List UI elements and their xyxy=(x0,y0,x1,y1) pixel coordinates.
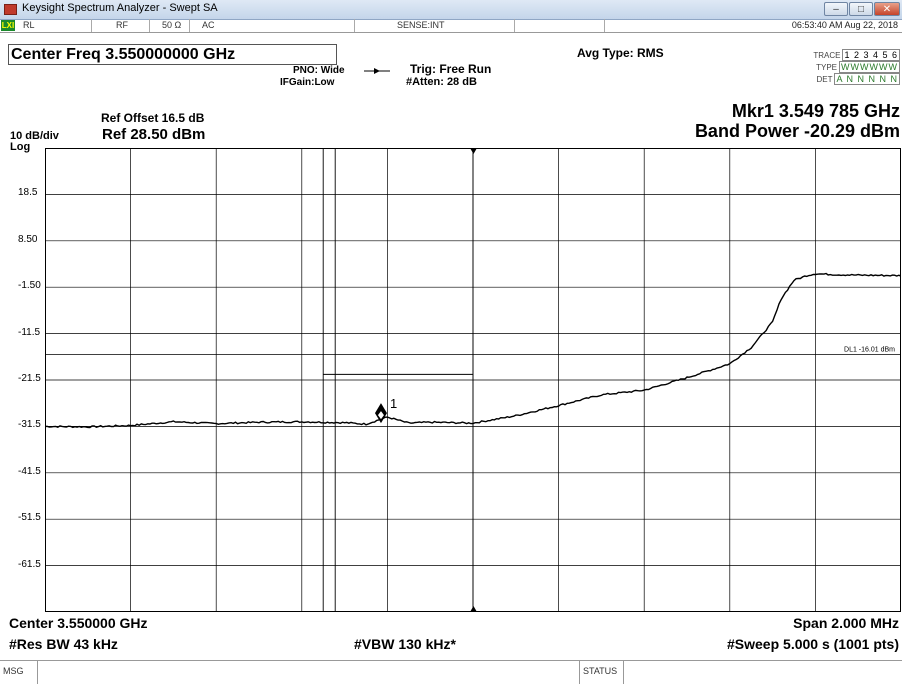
window-title: Keysight Spectrum Analyzer - Swept SA xyxy=(22,2,218,14)
ifgain-setting: IFGain:Low xyxy=(280,77,335,88)
close-button[interactable]: ✕ xyxy=(874,2,900,16)
maximize-button[interactable]: □ xyxy=(849,2,873,16)
center-top-marker xyxy=(470,148,477,154)
band-power-readout: Band Power -20.29 dBm xyxy=(694,121,900,141)
y-tick-label: 8.50 xyxy=(18,233,38,245)
minimize-button[interactable]: – xyxy=(824,2,848,16)
y-tick-label: -51.5 xyxy=(18,512,41,524)
trace-table[interactable]: TRACE 1 2 3 4 5 6 TYPE WWWWWW DET A N N N N… xyxy=(780,37,900,87)
ref-level: Ref 28.50 dBm xyxy=(102,126,206,143)
msg-label: MSG xyxy=(0,661,38,684)
scale-per-div: 10 dB/div xyxy=(10,130,59,142)
y-tick-label: -1.50 xyxy=(18,280,41,292)
marker-diamond-inner xyxy=(377,411,384,420)
sweep-footer: #Sweep 5.000 s (1001 pts) xyxy=(727,636,899,652)
avg-type: Avg Type: RMS xyxy=(577,46,664,60)
marker-1: 1 xyxy=(374,396,397,424)
status-cell-empty xyxy=(515,19,605,32)
res-bw-footer: #Res BW 43 kHz xyxy=(9,636,118,652)
msg-area xyxy=(38,661,580,684)
det-values[interactable]: A N N N N N xyxy=(834,73,900,85)
y-tick-label: 18.5 xyxy=(18,187,38,199)
y-tick-label: -31.5 xyxy=(18,419,41,431)
status-area xyxy=(624,661,902,684)
impedance-indicator: 50 Ω xyxy=(150,19,190,32)
message-bar: MSG STATUS xyxy=(0,660,902,684)
rl-indicator: RL xyxy=(20,19,92,32)
trigger-setting: Trig: Free Run xyxy=(410,62,492,76)
marker-frequency: Mkr1 3.549 785 GHz xyxy=(731,101,900,121)
spectrum-plot[interactable]: DL1 -16.01 dBm 1 xyxy=(45,148,901,612)
ref-offset: Ref Offset 16.5 dB xyxy=(101,111,205,125)
center-freq[interactable]: Center Freq 3.550000000 GHz xyxy=(11,46,236,63)
sense-indicator: SENSE:INT xyxy=(355,19,515,32)
instrument-status-bar: LXI RL RF 50 Ω AC SENSE:INT 06:53:40 AM … xyxy=(0,19,902,33)
y-tick-label: -41.5 xyxy=(18,465,41,477)
span-footer: Span 2.000 MHz xyxy=(793,615,899,631)
center-freq-box[interactable] xyxy=(8,44,337,65)
y-tick-label: -21.5 xyxy=(18,373,41,384)
trace-label: TRACE xyxy=(813,51,841,60)
trigger-arrow-icon xyxy=(364,68,390,74)
lxi-icon: LXI xyxy=(1,20,15,31)
type-values[interactable]: WWWWWW xyxy=(839,61,900,73)
det-label: DET xyxy=(816,75,833,84)
trace-numbers[interactable]: 1 2 3 4 5 6 xyxy=(842,49,900,61)
attenuation-setting: #Atten: 28 dB xyxy=(406,76,477,88)
app-icon xyxy=(4,4,17,15)
type-label: TYPE xyxy=(816,63,838,72)
coupling-indicator: AC xyxy=(190,19,355,32)
log-scale-label: Log xyxy=(10,141,31,153)
center-bottom-marker xyxy=(470,606,477,612)
vbw-footer: #VBW 130 kHz* xyxy=(354,636,456,652)
datetime: 06:53:40 AM Aug 22, 2018 xyxy=(791,20,898,30)
pno-setting: PNO: Wide xyxy=(293,65,345,76)
rf-indicator: RF xyxy=(92,19,150,32)
center-frequency-footer: Center 3.550000 GHz xyxy=(9,615,148,631)
display-line-label: DL1 -16.01 dBm xyxy=(844,347,895,354)
y-tick-label: -11.5 xyxy=(18,326,41,338)
window-titlebar: Keysight Spectrum Analyzer - Swept SA – … xyxy=(0,0,902,20)
status-label: STATUS xyxy=(580,661,624,684)
y-tick-label: -61.5 xyxy=(18,558,41,570)
trace-1-line xyxy=(45,272,901,429)
marker-number-label: 1 xyxy=(390,396,397,411)
band-power-limits xyxy=(322,148,474,612)
